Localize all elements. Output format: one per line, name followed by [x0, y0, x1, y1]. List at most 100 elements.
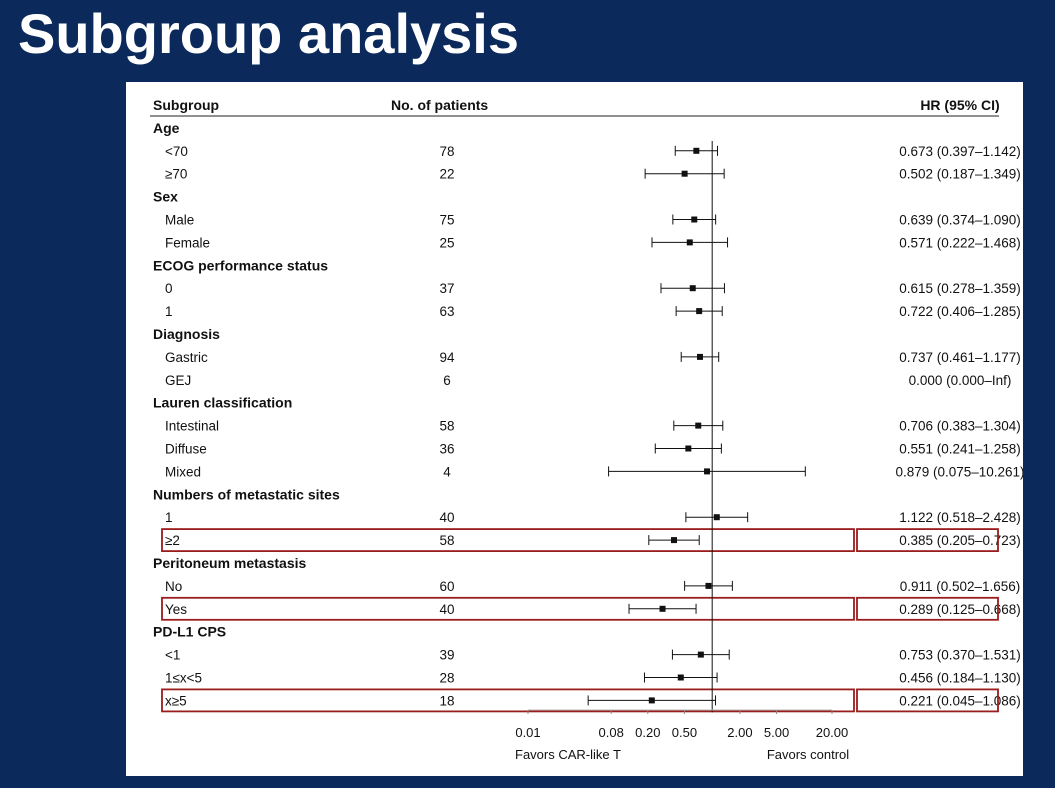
row-label: ≥2 [165, 533, 180, 548]
slide-title: Subgroup analysis [18, 2, 519, 65]
group-label: Diagnosis [153, 326, 220, 342]
row-hr-text: 1.122 (0.518–2.428) [899, 510, 1021, 525]
highlight-box-hr [856, 528, 999, 553]
x-tick-label: 2.00 [727, 725, 752, 740]
row-hr-text: 0.737 (0.461–1.177) [899, 350, 1021, 365]
hr-point [713, 514, 720, 521]
row-label: Mixed [165, 464, 201, 479]
row-patients: 22 [439, 167, 454, 182]
hr-point [697, 651, 704, 658]
hr-point [696, 308, 703, 315]
row-label: Female [165, 235, 210, 250]
x-tick-label: 0.01 [515, 725, 540, 740]
row-label: <70 [165, 144, 188, 159]
hr-point [695, 422, 702, 429]
x-tick-label: 5.00 [764, 725, 789, 740]
row-label: 0 [165, 281, 173, 296]
row-label: <1 [165, 648, 180, 663]
hr-point [648, 697, 655, 704]
favors-left-label: Favors CAR-like T [515, 747, 621, 762]
x-tick-label: 0.50 [672, 725, 697, 740]
row-patients: 40 [439, 510, 454, 525]
row-label: Gastric [165, 350, 208, 365]
row-patients: 58 [439, 533, 454, 548]
hr-point [705, 582, 712, 589]
hr-point [681, 170, 688, 177]
hr-point [686, 239, 693, 246]
header-subgroup: Subgroup [153, 97, 219, 113]
hr-point [671, 537, 678, 544]
group-label: Sex [153, 189, 178, 205]
x-tick-label: 0.08 [599, 725, 624, 740]
highlight-box-plot [161, 596, 855, 621]
row-hr-text: 0.571 (0.222–1.468) [899, 235, 1021, 250]
group-label: PD-L1 CPS [153, 624, 226, 640]
row-patients: 60 [439, 579, 454, 594]
hr-point [689, 285, 696, 292]
row-hr-text: 0.000 (0.000–Inf) [909, 373, 1012, 388]
row-patients: 25 [439, 235, 454, 250]
row-patients: 94 [439, 350, 455, 365]
row-patients: 18 [439, 693, 454, 708]
row-patients: 40 [439, 602, 454, 617]
header-hr: HR (95% CI) [920, 97, 999, 113]
row-hr-text: 0.289 (0.125–0.668) [899, 602, 1021, 617]
hr-point [685, 445, 692, 452]
row-label: 1≤x<5 [165, 671, 202, 686]
row-label: Yes [165, 602, 187, 617]
hr-point [693, 147, 700, 154]
row-hr-text: 0.706 (0.383–1.304) [899, 419, 1021, 434]
row-label: 1 [165, 510, 173, 525]
row-label: ≥70 [165, 167, 187, 182]
row-hr-text: 0.753 (0.370–1.531) [899, 648, 1021, 663]
row-label: Male [165, 213, 194, 228]
group-label: Lauren classification [153, 395, 292, 411]
favors-right-label: Favors control [767, 747, 849, 762]
row-hr-text: 0.673 (0.397–1.142) [899, 144, 1021, 159]
group-label: Numbers of metastatic sites [153, 486, 340, 502]
hr-point [691, 216, 698, 223]
row-patients: 39 [439, 648, 454, 663]
row-patients: 58 [439, 419, 454, 434]
header-patients: No. of patients [391, 97, 488, 113]
group-label: Peritoneum metastasis [153, 555, 306, 571]
row-hr-text: 0.615 (0.278–1.359) [899, 281, 1021, 296]
forest-plot-panel: Subgroup No. of patients HR (95% CI) Age <70… [126, 82, 1023, 776]
x-tick-label: 20.00 [816, 725, 849, 740]
row-hr-text: 0.221 (0.045–1.086) [899, 693, 1021, 708]
row-hr-text: 0.502 (0.187–1.349) [899, 167, 1021, 182]
row-label: GEJ [165, 373, 191, 388]
row-hr-text: 0.551 (0.241–1.258) [899, 442, 1021, 457]
highlight-box-hr [856, 688, 999, 713]
hr-point [677, 674, 684, 681]
row-hr-text: 0.722 (0.406–1.285) [899, 304, 1021, 319]
hr-point [704, 468, 711, 475]
hr-point [696, 353, 703, 360]
row-patients: 63 [439, 304, 454, 319]
highlight-box-hr [856, 596, 999, 621]
highlight-box-plot [161, 688, 855, 713]
row-hr-text: 0.385 (0.205–0.723) [899, 533, 1021, 548]
highlight-box-plot [161, 528, 855, 553]
row-patients: 6 [443, 373, 451, 388]
group-label: Age [153, 120, 180, 136]
row-patients: 75 [439, 213, 454, 228]
row-hr-text: 0.879 (0.075–10.261) [895, 464, 1023, 479]
row-patients: 36 [439, 442, 454, 457]
row-hr-text: 0.639 (0.374–1.090) [899, 213, 1021, 228]
hr-point [659, 605, 666, 612]
row-label: 1 [165, 304, 173, 319]
row-patients: 37 [439, 281, 454, 296]
group-label: ECOG performance status [153, 257, 328, 273]
row-hr-text: 0.456 (0.184–1.130) [899, 671, 1021, 686]
row-label: x≥5 [165, 693, 187, 708]
row-patients: 78 [439, 144, 454, 159]
row-label: Intestinal [165, 419, 219, 434]
x-tick-label: 0.20 [635, 725, 660, 740]
row-patients: 4 [443, 464, 451, 479]
row-patients: 28 [439, 671, 454, 686]
row-label: No [165, 579, 182, 594]
row-hr-text: 0.911 (0.502–1.656) [900, 579, 1021, 594]
forest-plot: Subgroup No. of patients HR (95% CI) Age <70… [150, 97, 1023, 762]
row-label: Diffuse [165, 442, 207, 457]
